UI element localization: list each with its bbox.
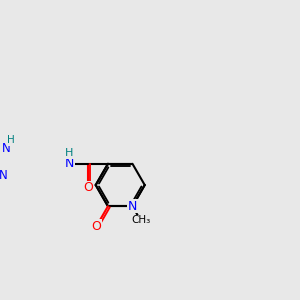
Text: N: N bbox=[0, 169, 7, 182]
Text: O: O bbox=[83, 181, 93, 194]
Text: H: H bbox=[65, 148, 74, 158]
Text: N: N bbox=[128, 200, 137, 213]
Text: N: N bbox=[65, 157, 74, 170]
Text: CH₃: CH₃ bbox=[131, 215, 150, 225]
Text: H: H bbox=[7, 135, 15, 145]
Text: N: N bbox=[2, 142, 11, 155]
Text: O: O bbox=[91, 220, 101, 233]
